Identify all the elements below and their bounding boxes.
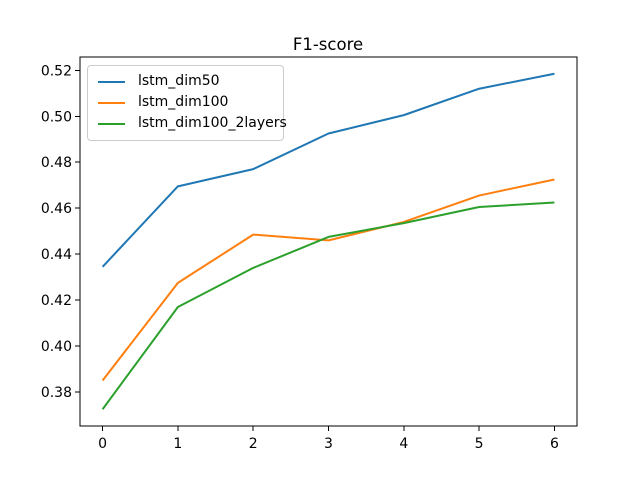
legend-item-lstm_dim100: lstm_dim100 (96, 92, 275, 113)
legend-label: lstm_dim100_2layers (138, 115, 287, 131)
x-tick-label: 1 (173, 436, 182, 452)
x-tick-label: 4 (399, 436, 408, 452)
chart-title: F1-score (293, 35, 363, 54)
series-line-lstm_dim100 (101, 178, 555, 382)
axes: 0.38 0.40 0.42 0.44 0.46 0.48 0.50 0.52 0 1 2 3 4 5 6 (41, 56, 578, 452)
x-tick-label: 2 (249, 436, 258, 452)
y-tick-label: 0.52 (41, 63, 72, 79)
x-tick-label: 0 (98, 436, 107, 452)
series-line-lstm_dim100_2layers (101, 201, 555, 410)
y-tick-label: 0.48 (41, 155, 72, 171)
legend-label: lstm_dim50 (138, 73, 220, 89)
legend-label: lstm_dim100 (138, 94, 229, 110)
y-tick-label: 0.42 (41, 293, 72, 309)
x-tick-label: 5 (475, 436, 484, 452)
y-tick-label: 0.38 (41, 385, 72, 401)
x-tick-label: 6 (550, 436, 559, 452)
y-tick-label: 0.44 (41, 247, 72, 263)
legend-line-sample (98, 101, 125, 104)
x-tick-label: 3 (324, 436, 333, 452)
legend-line-sample (98, 80, 125, 83)
y-tick-label: 0.50 (41, 109, 72, 125)
y-tick-label: 0.40 (41, 339, 72, 355)
y-tick-label: 0.46 (41, 201, 72, 217)
legend-item-lstm_dim50: lstm_dim50 (96, 71, 275, 92)
series-lines (101, 72, 555, 410)
series-line-lstm_dim50 (101, 72, 555, 268)
legend-line-sample (98, 122, 125, 125)
legend-item-lstm_dim100_2layers: lstm_dim100_2layers (96, 113, 287, 134)
legend: lstm_dim50 lstm_dim100 lstm_dim100_2layers (87, 65, 287, 141)
